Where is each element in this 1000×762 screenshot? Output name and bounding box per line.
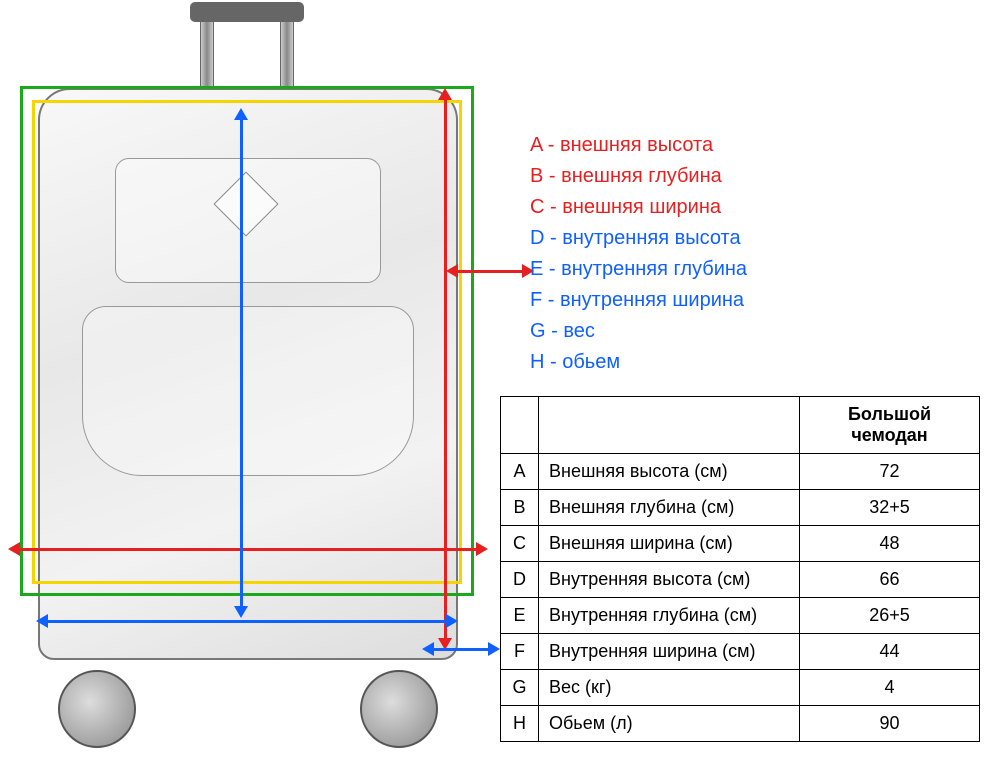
table-row: AВнешняя высота (см)72 xyxy=(501,454,980,490)
table-row: EВнутренняя глубина (см)26+5 xyxy=(501,598,980,634)
table-key-cell: B xyxy=(501,490,539,526)
arrow-c-outer-width xyxy=(18,548,478,551)
table-row: FВнутренняя ширина (см)44 xyxy=(501,634,980,670)
table-key-cell: G xyxy=(501,670,539,706)
table-label-cell: Внешняя ширина (см) xyxy=(539,526,800,562)
legend-item: C - внешняя ширина xyxy=(530,192,747,223)
table-row: DВнутренняя высота (см)66 xyxy=(501,562,980,598)
dimension-legend: A - внешняя высотаB - внешняя глубинаC -… xyxy=(530,130,747,378)
wheel-icon xyxy=(58,670,136,748)
table-label-cell: Внешняя глубина (см) xyxy=(539,490,800,526)
table-row: BВнешняя глубина (см)32+5 xyxy=(501,490,980,526)
handle-post xyxy=(200,14,214,94)
arrow-f-inner-width xyxy=(46,620,448,623)
legend-item: E - внутренняя глубина xyxy=(530,254,747,285)
specs-table: Большой чемодан AВнешняя высота (см)72BВ… xyxy=(500,396,980,742)
table-row: HОбьем (л)90 xyxy=(501,706,980,742)
table-value-cell: 32+5 xyxy=(800,490,980,526)
table-value-cell: 66 xyxy=(800,562,980,598)
table-empty-header xyxy=(539,397,800,454)
table-empty-header xyxy=(501,397,539,454)
table-row: CВнешняя ширина (см)48 xyxy=(501,526,980,562)
table-label-cell: Внутренняя ширина (см) xyxy=(539,634,800,670)
table-key-cell: F xyxy=(501,634,539,670)
table-key-cell: C xyxy=(501,526,539,562)
table-label-cell: Внешняя высота (см) xyxy=(539,454,800,490)
table-value-cell: 4 xyxy=(800,670,980,706)
legend-item: D - внутренняя высота xyxy=(530,223,747,254)
table-label-cell: Вес (кг) xyxy=(539,670,800,706)
table-key-cell: H xyxy=(501,706,539,742)
table-label-cell: Обьем (л) xyxy=(539,706,800,742)
table-row: GВес (кг)4 xyxy=(501,670,980,706)
table-column-header: Большой чемодан xyxy=(800,397,980,454)
table-value-cell: 44 xyxy=(800,634,980,670)
wheel-icon xyxy=(360,670,438,748)
arrow-e-inner-depth xyxy=(432,648,490,651)
legend-item: F - внутренняя ширина xyxy=(530,285,747,316)
legend-item: G - вес xyxy=(530,316,747,347)
table-label-cell: Внутренняя высота (см) xyxy=(539,562,800,598)
arrow-a-outer-height xyxy=(444,98,447,640)
handle-post xyxy=(280,14,294,94)
arrow-d-inner-height xyxy=(240,118,243,608)
specs-table-container: Большой чемодан AВнешняя высота (см)72BВ… xyxy=(500,396,980,742)
inner-bounds-rect xyxy=(32,100,462,584)
table-value-cell: 26+5 xyxy=(800,598,980,634)
table-key-cell: A xyxy=(501,454,539,490)
table-value-cell: 48 xyxy=(800,526,980,562)
legend-item: B - внешняя глубина xyxy=(530,161,747,192)
legend-item: A - внешняя высота xyxy=(530,130,747,161)
handle-grip xyxy=(190,2,304,22)
legend-item: H - обьем xyxy=(530,347,747,378)
table-value-cell: 90 xyxy=(800,706,980,742)
suitcase-diagram xyxy=(0,0,500,762)
table-value-cell: 72 xyxy=(800,454,980,490)
table-key-cell: E xyxy=(501,598,539,634)
arrow-b-outer-depth xyxy=(456,270,524,273)
table-label-cell: Внутренняя глубина (см) xyxy=(539,598,800,634)
table-key-cell: D xyxy=(501,562,539,598)
